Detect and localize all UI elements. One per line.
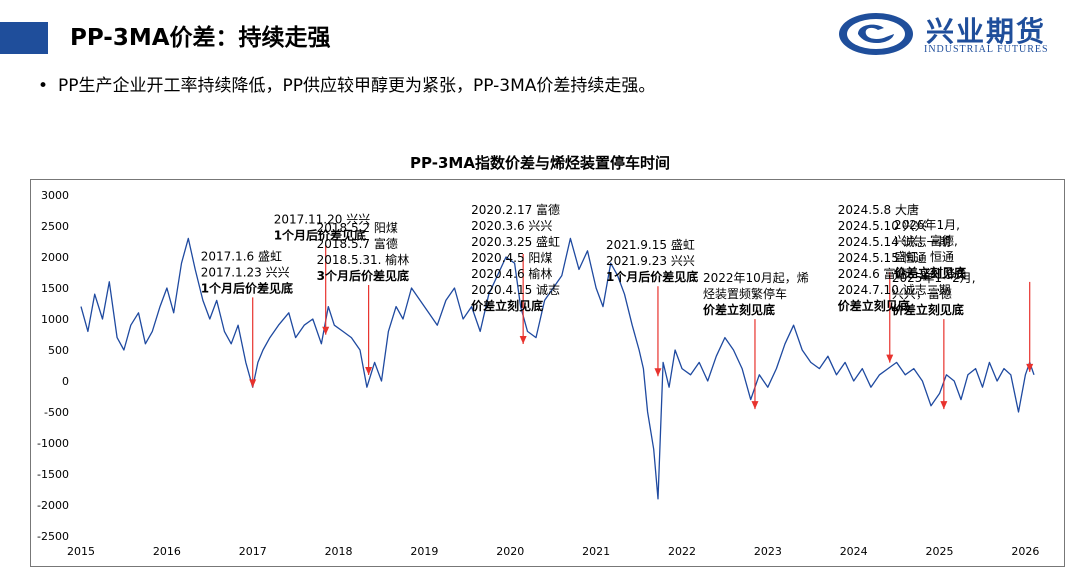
annotation-label: 2022年10月起，烯 (703, 271, 809, 285)
annotation-label: 2024.5.14 诚志一期 (838, 235, 951, 249)
bullet-dot-icon: • (38, 76, 49, 96)
series-line (80, 237, 1035, 500)
annotation-label: 2020.4.5 阳煤 (471, 251, 552, 265)
annotation-label: 盛虹、恒通 (894, 249, 954, 264)
x-tick-label: 2020 (496, 545, 524, 558)
annotation-label: 1个月后价差见底 (274, 228, 366, 243)
annotation-label: 1个月后价差见底 (201, 280, 293, 295)
annotation-label: 兴兴，富德 (892, 286, 952, 301)
annotation-label: 2017.1.6 盛虹 (201, 248, 282, 263)
y-tick-label: -1000 (37, 437, 69, 450)
annotation-label: 2021.9.23 兴兴 (606, 254, 695, 268)
annotation-label: 2018.5.7 富德 (317, 236, 398, 251)
annotation-arrowhead (751, 401, 759, 410)
annotation-label: 2024.7.10 诚志二期 (838, 283, 951, 297)
annotation-label: 3个月后价差见底 (317, 268, 409, 283)
annotation-label: 价差立刻见底 (838, 298, 910, 313)
x-tick-label: 2024 (840, 545, 868, 558)
annotation-label: 价差立刻见底 (892, 302, 964, 317)
annotation-label: 2020.4.15 诚志 (471, 283, 560, 297)
annotation-label: 1个月后价差见底 (606, 269, 698, 284)
annotation-label: 2021.9.15 盛虹 (606, 237, 695, 252)
y-tick-label: 1500 (41, 282, 69, 295)
annotation-arrowhead (249, 379, 257, 388)
chart-frame (30, 179, 1065, 567)
x-tick-label: 2021 (582, 545, 610, 558)
annotation-arrowhead (886, 354, 894, 363)
annotation-label: 2018.5.2 阳煤 (317, 221, 398, 235)
chart-title: PP-3MA指数价差与烯烃装置停车时间 (410, 154, 670, 172)
annotation-label: 价差立刻见底 (703, 302, 775, 317)
company-logo: 兴业期货 INDUSTRIAL FUTURES (836, 10, 1066, 58)
x-tick-label: 2019 (410, 545, 438, 558)
y-tick-label: 3000 (41, 189, 69, 202)
annotation-label: 2017.11.20 兴兴 (274, 213, 371, 227)
annotation-label: 2018.5.31. 榆林 (317, 252, 410, 267)
x-tick-label: 2015 (67, 545, 95, 558)
y-tick-label: -2000 (37, 499, 69, 512)
x-tick-label: 2025 (926, 545, 954, 558)
annotation-label: 2020.4.6 榆林 (471, 266, 552, 281)
annotation-label: 兴兴，富德, (894, 233, 958, 248)
annotation-label: 2026年1月, (894, 218, 960, 232)
annotation-label: 价差立刻见底 (471, 298, 543, 313)
annotation-label: 2024.6 富德、盛虹降负 (838, 266, 968, 281)
x-tick-label: 2022 (668, 545, 696, 558)
annotation-arrowhead (1026, 363, 1034, 372)
x-tick-label: 2017 (239, 545, 267, 558)
x-tick-label: 2016 (153, 545, 181, 558)
x-tick-label: 2018 (325, 545, 353, 558)
logo-name-en: INDUSTRIAL FUTURES (924, 44, 1049, 55)
annotation-label: 2025年1~2月, (892, 271, 976, 285)
annotation-label: 2017.1.23 兴兴 (201, 265, 290, 279)
y-tick-label: -1500 (37, 468, 69, 481)
logo-name-cn: 兴业期货 (926, 15, 1047, 48)
annotation-arrowhead (519, 336, 527, 344)
annotation-label: 2024.5.15 恒通 (838, 251, 927, 265)
page-title: PP-3MA价差：持续走强 (70, 25, 331, 51)
annotation-label: 烃装置频繁停车 (703, 286, 787, 301)
annotation-arrowhead (940, 401, 948, 410)
x-tick-label: 2026 (1011, 545, 1039, 558)
bullet-text: PP生产企业开工率持续降低，PP供应较甲醇更为紧张，PP-3MA价差持续走强。 (58, 76, 656, 96)
annotation-label: 2020.3.25 盛虹 (471, 234, 560, 249)
y-tick-label: 2000 (41, 251, 69, 264)
y-tick-label: 0 (62, 375, 69, 388)
y-tick-label: -2500 (37, 530, 69, 543)
annotation-label: 2020.2.17 富德 (471, 202, 560, 217)
y-tick-label: 2500 (41, 220, 69, 233)
y-tick-label: 500 (48, 344, 69, 357)
title-accent-bar (0, 22, 48, 54)
y-tick-label: -500 (44, 406, 69, 419)
annotation-arrowhead (365, 367, 373, 375)
annotation-arrowhead (654, 368, 662, 377)
annotation-arrowhead (322, 326, 330, 335)
annotation-label: 2024.5.8 大唐 (838, 202, 919, 217)
logo-emblem-icon (839, 13, 913, 55)
annotation-label: 价差立刻见底 (894, 265, 966, 280)
y-tick-label: 1000 (41, 313, 69, 326)
x-tick-label: 2023 (754, 545, 782, 558)
annotation-label: 2020.3.6 兴兴 (471, 219, 552, 233)
annotation-label: 2024.5.10 兴兴 (838, 219, 927, 233)
